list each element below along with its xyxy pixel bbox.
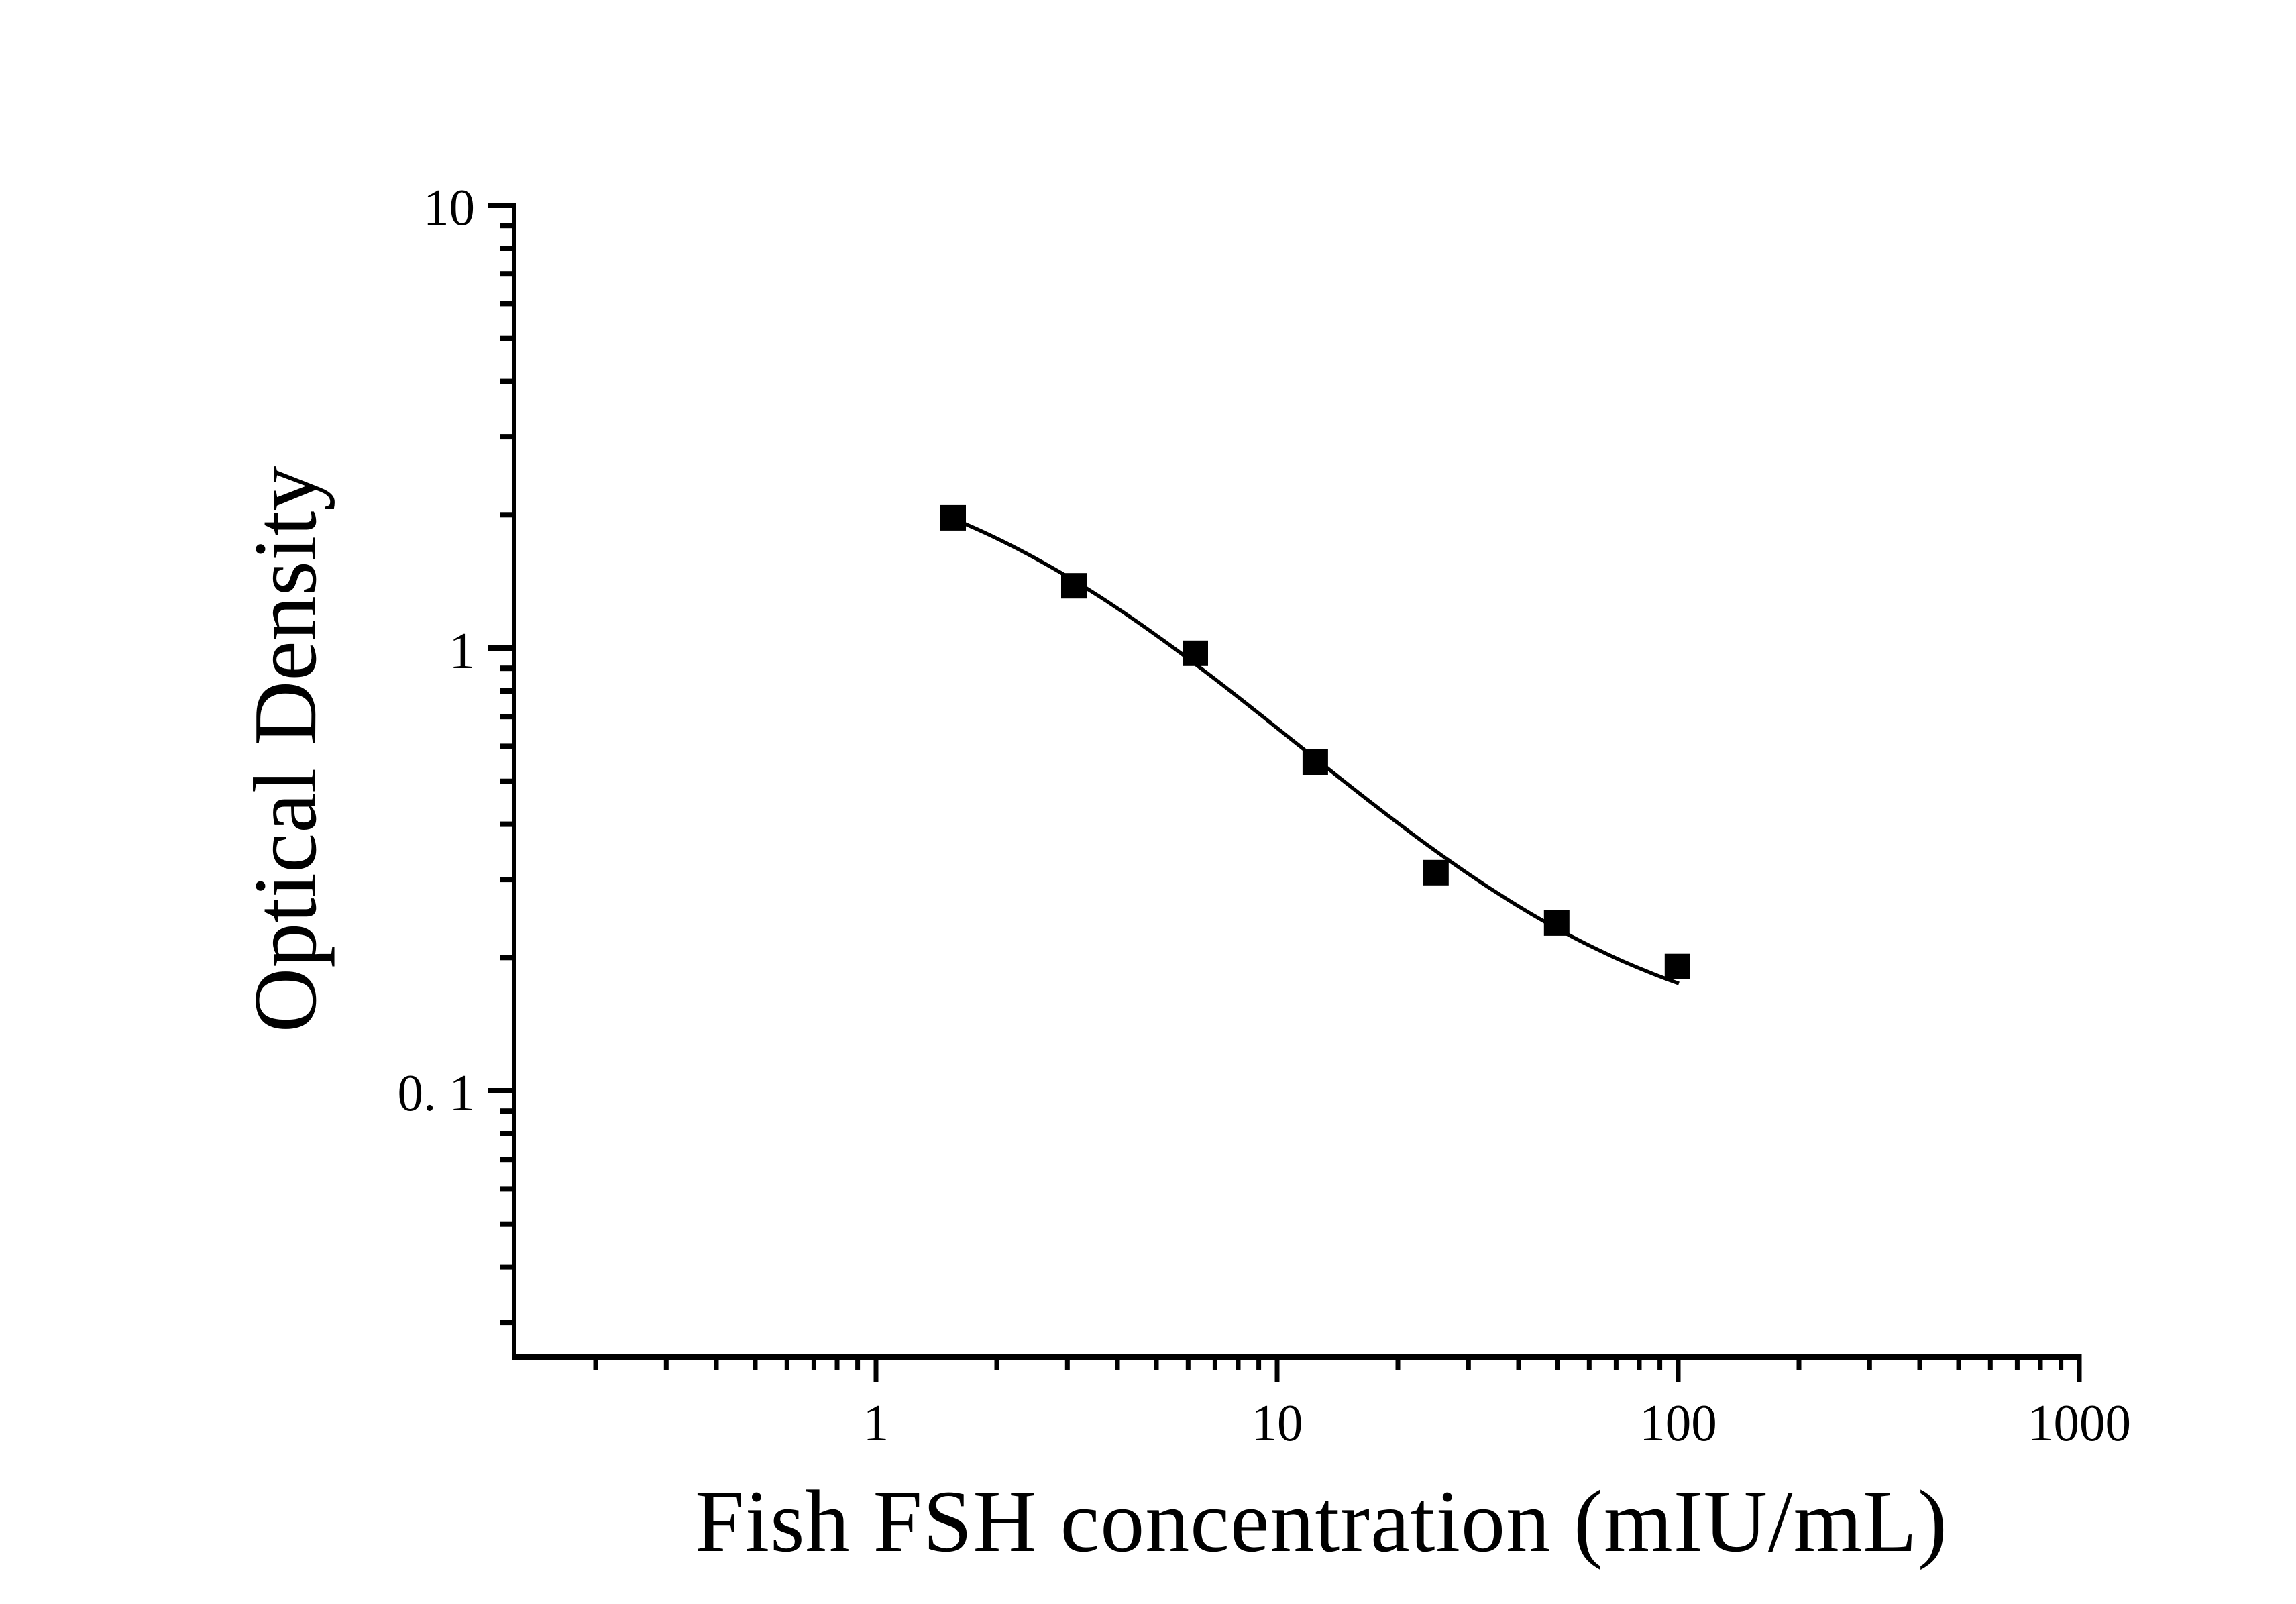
svg-text:1: 1 [863,1394,889,1452]
svg-text:1: 1 [449,622,476,680]
svg-text:100: 100 [1639,1394,1717,1452]
svg-text:10: 10 [1252,1394,1303,1452]
svg-text:Fish FSH concentration (mIU/mL: Fish FSH concentration (mIU/mL) [695,1472,1948,1570]
svg-text:10: 10 [423,178,475,236]
svg-text:1000: 1000 [2028,1394,2131,1452]
svg-text:0. 1: 0. 1 [398,1064,476,1122]
svg-text:Optical Density: Optical Density [235,466,335,1033]
